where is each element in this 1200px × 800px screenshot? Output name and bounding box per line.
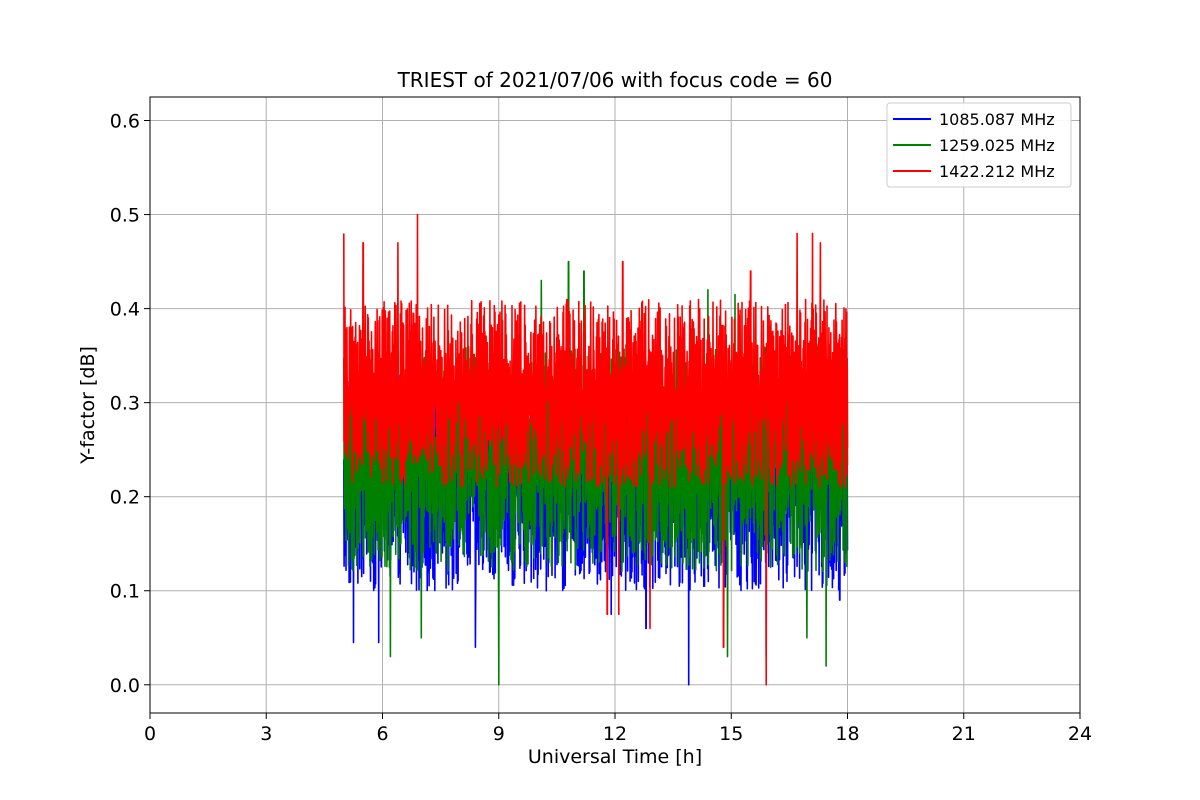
series-line — [342, 213, 849, 686]
y-tick-label: 0.0 — [110, 675, 140, 697]
x-tick-label: 18 — [835, 723, 859, 745]
legend-label: 1259.025 MHz — [939, 136, 1055, 155]
y-axis-label: Y-factor [dB] — [77, 346, 99, 465]
x-tick-label: 3 — [260, 723, 272, 745]
x-tick-label: 24 — [1068, 723, 1092, 745]
y-tick-label: 0.5 — [110, 205, 140, 227]
y-tick-label: 0.3 — [110, 393, 140, 415]
x-tick-label: 21 — [952, 723, 976, 745]
legend-label: 1085.087 MHz — [939, 110, 1055, 129]
series-layer — [342, 213, 849, 686]
x-axis-label: Universal Time [h] — [528, 746, 702, 768]
y-tick-label: 0.1 — [110, 581, 140, 603]
legend-label: 1422.212 MHz — [939, 162, 1055, 181]
x-tick-label: 0 — [144, 723, 156, 745]
legend: 1085.087 MHz 1259.025 MHz 1422.212 MHz — [886, 102, 1072, 188]
y-tick-label: 0.4 — [110, 299, 140, 321]
legend-box — [886, 102, 1072, 188]
x-tick-label: 15 — [719, 723, 743, 745]
y-tick-label: 0.2 — [110, 487, 140, 509]
y-axis: 0.0 0.1 0.2 0.3 0.4 0.5 0.6 — [110, 111, 150, 697]
x-tick-label: 6 — [376, 723, 388, 745]
x-axis: 0 3 6 9 12 15 18 21 24 — [144, 713, 1092, 745]
y-tick-label: 0.6 — [110, 111, 140, 133]
x-tick-label: 9 — [493, 723, 505, 745]
x-tick-label: 12 — [603, 723, 627, 745]
chart-title: TRIEST of 2021/07/06 with focus code = 6… — [397, 68, 833, 92]
series-line — [342, 260, 849, 686]
